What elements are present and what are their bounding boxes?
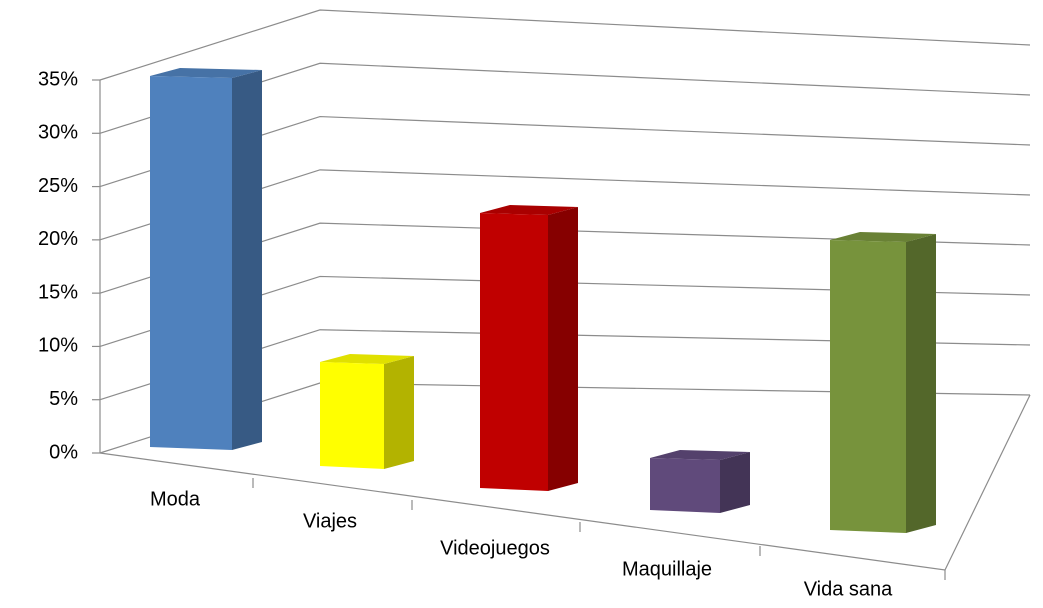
bar [650, 458, 720, 513]
bar-top [650, 450, 750, 460]
x-tick-label: Vida sana [804, 578, 893, 600]
bar-side [384, 356, 414, 469]
x-tick-label: Viajes [303, 510, 357, 532]
y-tick-label: 30% [38, 122, 78, 144]
bar-top [320, 354, 414, 364]
x-tick-label: Videojuegos [440, 537, 550, 559]
grid-line [99, 9, 1031, 81]
bar-side [720, 452, 750, 513]
floor [99, 80, 1031, 580]
bar-side [906, 234, 936, 533]
y-tick-label: 10% [38, 335, 78, 357]
bar [830, 240, 906, 533]
x-tick-label: Moda [150, 488, 201, 510]
bar [150, 76, 232, 450]
y-tick-label: 20% [38, 228, 78, 250]
x-tick-label: Maquillaje [622, 558, 712, 580]
y-tick-label: 15% [38, 281, 78, 303]
bar-side [232, 70, 262, 450]
y-tick-label: 25% [38, 175, 78, 197]
y-tick-label: 35% [38, 68, 78, 90]
bar [320, 362, 384, 469]
y-tick-label: 5% [49, 388, 78, 410]
bar-side [548, 207, 578, 491]
bar [480, 213, 548, 491]
bar-top [830, 232, 936, 242]
bar-top [150, 68, 262, 78]
bar-top [480, 205, 578, 215]
y-tick-label: 0% [49, 441, 78, 463]
